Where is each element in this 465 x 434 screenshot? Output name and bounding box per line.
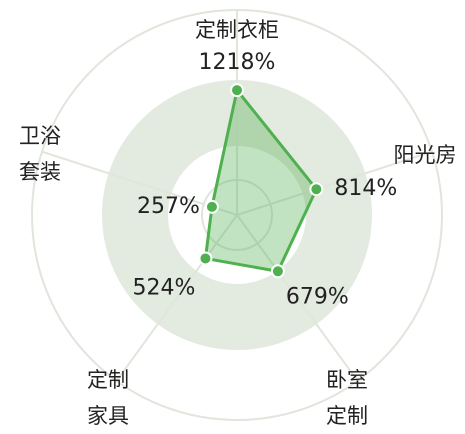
category-label: 卧室定制 (326, 368, 368, 428)
value-label: 814% (334, 176, 397, 201)
radar-point (270, 264, 285, 279)
radar-point (198, 251, 213, 266)
axis-line (115, 214, 238, 382)
axis-line (41, 150, 238, 216)
value-label: 1218% (199, 50, 276, 75)
radar-point (309, 182, 324, 197)
category-label: 定制衣柜 (195, 18, 279, 42)
value-label: 524% (133, 275, 196, 300)
axis-line (236, 150, 433, 216)
value-label: 679% (286, 284, 349, 309)
radar-area (203, 86, 319, 273)
radar-point (204, 199, 219, 214)
axis-line (236, 214, 359, 382)
category-label: 阳光房 (393, 143, 457, 167)
value-label: 257% (137, 194, 200, 219)
category-label: 定制家具 (87, 368, 129, 428)
radar-point (230, 83, 244, 98)
category-label: 卫浴套装 (19, 124, 61, 184)
